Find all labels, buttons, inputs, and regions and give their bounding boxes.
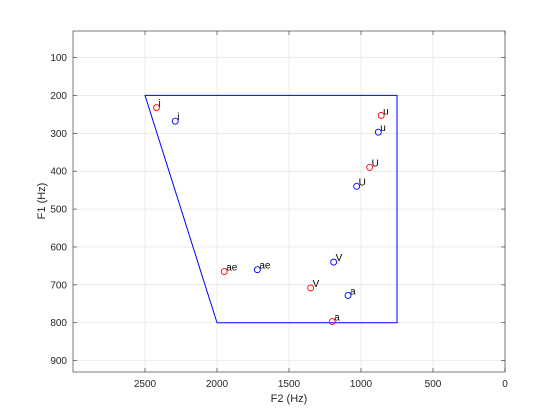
data-point-marker xyxy=(353,182,361,190)
data-point-marker xyxy=(377,112,385,119)
x-axis-ticks: 2500 2000 1500 1000 500 0 xyxy=(134,31,508,390)
x-tick-label: 1000 xyxy=(350,379,373,390)
x-tick-label: 1500 xyxy=(278,379,301,390)
y-axis-label: F1 (Hz) xyxy=(36,183,48,220)
data-point-marker xyxy=(307,284,315,292)
y-tick-label: 300 xyxy=(50,129,67,140)
data-point-label: i xyxy=(177,112,179,123)
data-point-marker xyxy=(220,268,228,276)
vowel-space-polygon xyxy=(144,94,398,324)
y-tick-label: 100 xyxy=(50,53,67,64)
data-point-label: i xyxy=(159,99,161,110)
y-axis-ticks: 100 200 300 400 500 600 700 800 900 xyxy=(50,53,505,367)
y-tick-label: 700 xyxy=(50,280,67,291)
x-tick-label: 500 xyxy=(425,379,442,390)
data-points: i u Uae Va i u Uae Va xyxy=(153,99,389,326)
x-axis-label: F2 (Hz) xyxy=(271,393,308,405)
data-point-marker xyxy=(344,292,352,299)
data-point-label: u xyxy=(380,123,386,134)
y-tick-label: 800 xyxy=(50,318,67,329)
data-point-label: V xyxy=(336,253,343,264)
y-tick-label: 400 xyxy=(50,167,67,178)
data-point-marker xyxy=(328,318,336,326)
x-tick-label: 2000 xyxy=(206,379,229,390)
y-tick-label: 600 xyxy=(50,242,67,253)
data-point-marker xyxy=(171,117,179,125)
data-point-marker xyxy=(153,104,160,111)
data-point-marker xyxy=(366,163,374,171)
x-tick-label: 0 xyxy=(502,379,508,390)
data-point-label: ae xyxy=(226,263,238,274)
y-tick-label: 900 xyxy=(50,356,67,367)
y-tick-label: 500 xyxy=(50,205,67,216)
data-point-label: u xyxy=(383,106,389,117)
data-point-label: U xyxy=(372,158,379,169)
x-tick-label: 2500 xyxy=(134,379,157,390)
data-point-label: U xyxy=(359,177,366,188)
data-point-label: V xyxy=(313,279,320,290)
y-tick-label: 200 xyxy=(50,91,67,102)
data-point-marker xyxy=(330,258,338,266)
data-point-marker xyxy=(374,128,382,136)
data-point-marker xyxy=(253,266,261,274)
data-point-label: a xyxy=(350,286,356,297)
data-point-label: ae xyxy=(259,261,271,272)
data-point-label: a xyxy=(334,313,340,324)
